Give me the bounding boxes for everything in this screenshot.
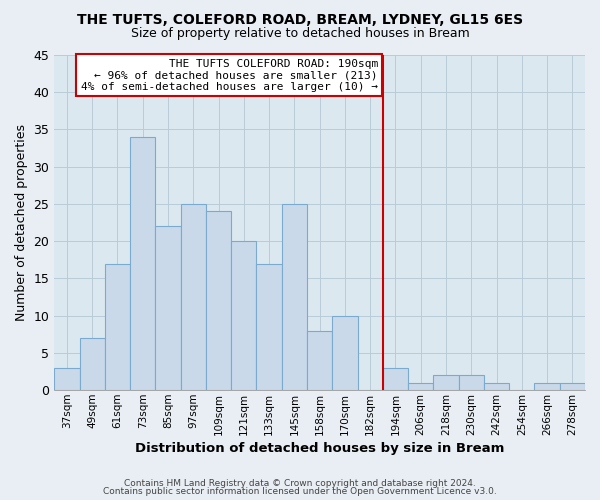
Bar [181, 204, 206, 390]
X-axis label: Distribution of detached houses by size in Bream: Distribution of detached houses by size … [135, 442, 505, 455]
Bar [484, 382, 509, 390]
Text: THE TUFTS COLEFORD ROAD: 190sqm
← 96% of detached houses are smaller (213)
4% of: THE TUFTS COLEFORD ROAD: 190sqm ← 96% of… [81, 58, 378, 92]
Bar [383, 368, 408, 390]
Bar [433, 376, 458, 390]
Bar [105, 264, 130, 390]
Bar [130, 137, 155, 390]
Bar [307, 330, 332, 390]
Bar [256, 264, 282, 390]
Bar [332, 316, 358, 390]
Text: Contains public sector information licensed under the Open Government Licence v3: Contains public sector information licen… [103, 487, 497, 496]
Bar [282, 204, 307, 390]
Bar [560, 382, 585, 390]
Bar [535, 382, 560, 390]
Bar [206, 212, 231, 390]
Text: Size of property relative to detached houses in Bream: Size of property relative to detached ho… [131, 28, 469, 40]
Bar [458, 376, 484, 390]
Bar [54, 368, 80, 390]
Bar [408, 382, 433, 390]
Text: THE TUFTS, COLEFORD ROAD, BREAM, LYDNEY, GL15 6ES: THE TUFTS, COLEFORD ROAD, BREAM, LYDNEY,… [77, 12, 523, 26]
Text: Contains HM Land Registry data © Crown copyright and database right 2024.: Contains HM Land Registry data © Crown c… [124, 478, 476, 488]
Bar [231, 241, 256, 390]
Bar [155, 226, 181, 390]
Bar [80, 338, 105, 390]
Y-axis label: Number of detached properties: Number of detached properties [15, 124, 28, 321]
